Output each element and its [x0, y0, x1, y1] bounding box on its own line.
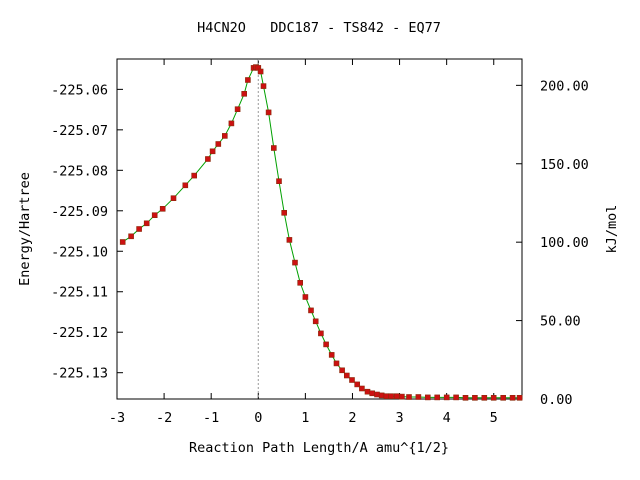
data-point	[308, 307, 314, 314]
y-axis-label: Energy/Hartree	[17, 172, 33, 286]
y-tick-label: -225.13	[51, 366, 108, 382]
data-point	[354, 381, 361, 388]
data-point	[312, 318, 319, 325]
data-point	[393, 393, 400, 400]
y-tick-label: -225.10	[51, 244, 108, 260]
y2-tick-label: 200.00	[540, 78, 589, 94]
data-point	[509, 394, 516, 401]
data-point	[318, 330, 324, 337]
y-tick-label: -225.06	[51, 82, 108, 98]
data-point	[245, 77, 251, 83]
data-point	[443, 394, 450, 401]
data-point	[182, 182, 189, 189]
data-point	[359, 385, 365, 392]
data-point	[406, 394, 412, 400]
chart-title: H4CN2O DDC187 - TS842 - EQ77	[197, 20, 441, 36]
data-point	[292, 259, 298, 266]
x-tick-label: 0	[254, 410, 262, 426]
y-tick-label: -225.11	[51, 285, 108, 301]
data-point	[143, 220, 150, 227]
data-point	[209, 148, 216, 155]
data-point	[415, 394, 422, 400]
data-point	[136, 226, 142, 232]
x-axis-label: Reaction Path Length/A amu^{1/2}	[189, 440, 449, 456]
plot-frame	[116, 58, 523, 400]
y2-tick-label: 0.00	[540, 392, 573, 408]
data-point	[383, 393, 390, 400]
x-tick-label: 5	[490, 410, 498, 426]
data-point	[378, 392, 385, 399]
y2-axis-label: kJ/mol	[604, 205, 620, 254]
data-point	[328, 352, 335, 358]
data-point	[333, 360, 340, 367]
data-point	[270, 145, 277, 151]
data-point	[228, 120, 235, 127]
data-point	[349, 377, 355, 383]
data-point	[276, 178, 282, 184]
data-point	[339, 367, 345, 374]
data-point	[399, 393, 405, 400]
data-point	[472, 394, 478, 401]
data-point	[215, 141, 222, 147]
y2-tick-label: 50.00	[540, 314, 581, 330]
data-point	[388, 393, 394, 400]
x-axis: -3 -2 -1 0 1 2 3 4 5	[109, 59, 498, 426]
data-point	[369, 390, 376, 397]
x-tick-label: 4	[443, 410, 451, 426]
data-point	[453, 394, 459, 401]
data-point	[170, 195, 177, 201]
data-point	[302, 294, 309, 300]
y-axis-right: 0.00 50.00 100.00 150.00 200.00	[516, 78, 589, 408]
y2-tick-label: 150.00	[540, 157, 589, 173]
data-point	[241, 91, 247, 97]
data-point	[490, 394, 497, 401]
x-tick-label: 1	[301, 410, 309, 426]
y-axis-left: -225.06 -225.07 -225.08 -225.09 -225.10 -225.…	[51, 82, 123, 382]
y-tick-label: -225.07	[51, 123, 108, 139]
y-tick-label: -225.12	[51, 325, 108, 341]
data-point	[500, 394, 507, 401]
data-point	[434, 394, 441, 401]
data-point	[374, 391, 380, 398]
x-tick-label: 3	[395, 410, 403, 426]
x-tick-label: 2	[348, 410, 356, 426]
data-point	[260, 83, 267, 89]
data-point	[119, 239, 126, 245]
data-point	[424, 394, 431, 401]
data-point	[234, 106, 241, 112]
energy-profile-line	[122, 66, 520, 399]
x-tick-label: -2	[156, 410, 172, 426]
data-point	[222, 133, 228, 139]
data-point	[257, 68, 264, 75]
data-point	[205, 156, 211, 162]
y-tick-label: -225.09	[51, 204, 108, 220]
data-point	[159, 206, 166, 212]
data-point	[265, 109, 272, 116]
data-point	[323, 341, 329, 348]
data-point	[281, 210, 288, 216]
data-point	[462, 394, 469, 401]
data-point	[297, 279, 304, 286]
data-point	[516, 394, 523, 401]
data-point	[151, 212, 158, 218]
data-point-markers	[119, 64, 523, 401]
data-point	[343, 372, 350, 379]
y-tick-label: -225.08	[51, 163, 108, 179]
data-point	[191, 172, 197, 179]
y2-tick-label: 100.00	[540, 235, 589, 251]
x-tick-label: -1	[203, 410, 219, 426]
data-point	[286, 237, 293, 243]
data-point	[481, 394, 488, 401]
data-point	[364, 388, 371, 395]
data-point	[128, 233, 134, 240]
x-tick-label: -3	[109, 410, 125, 426]
